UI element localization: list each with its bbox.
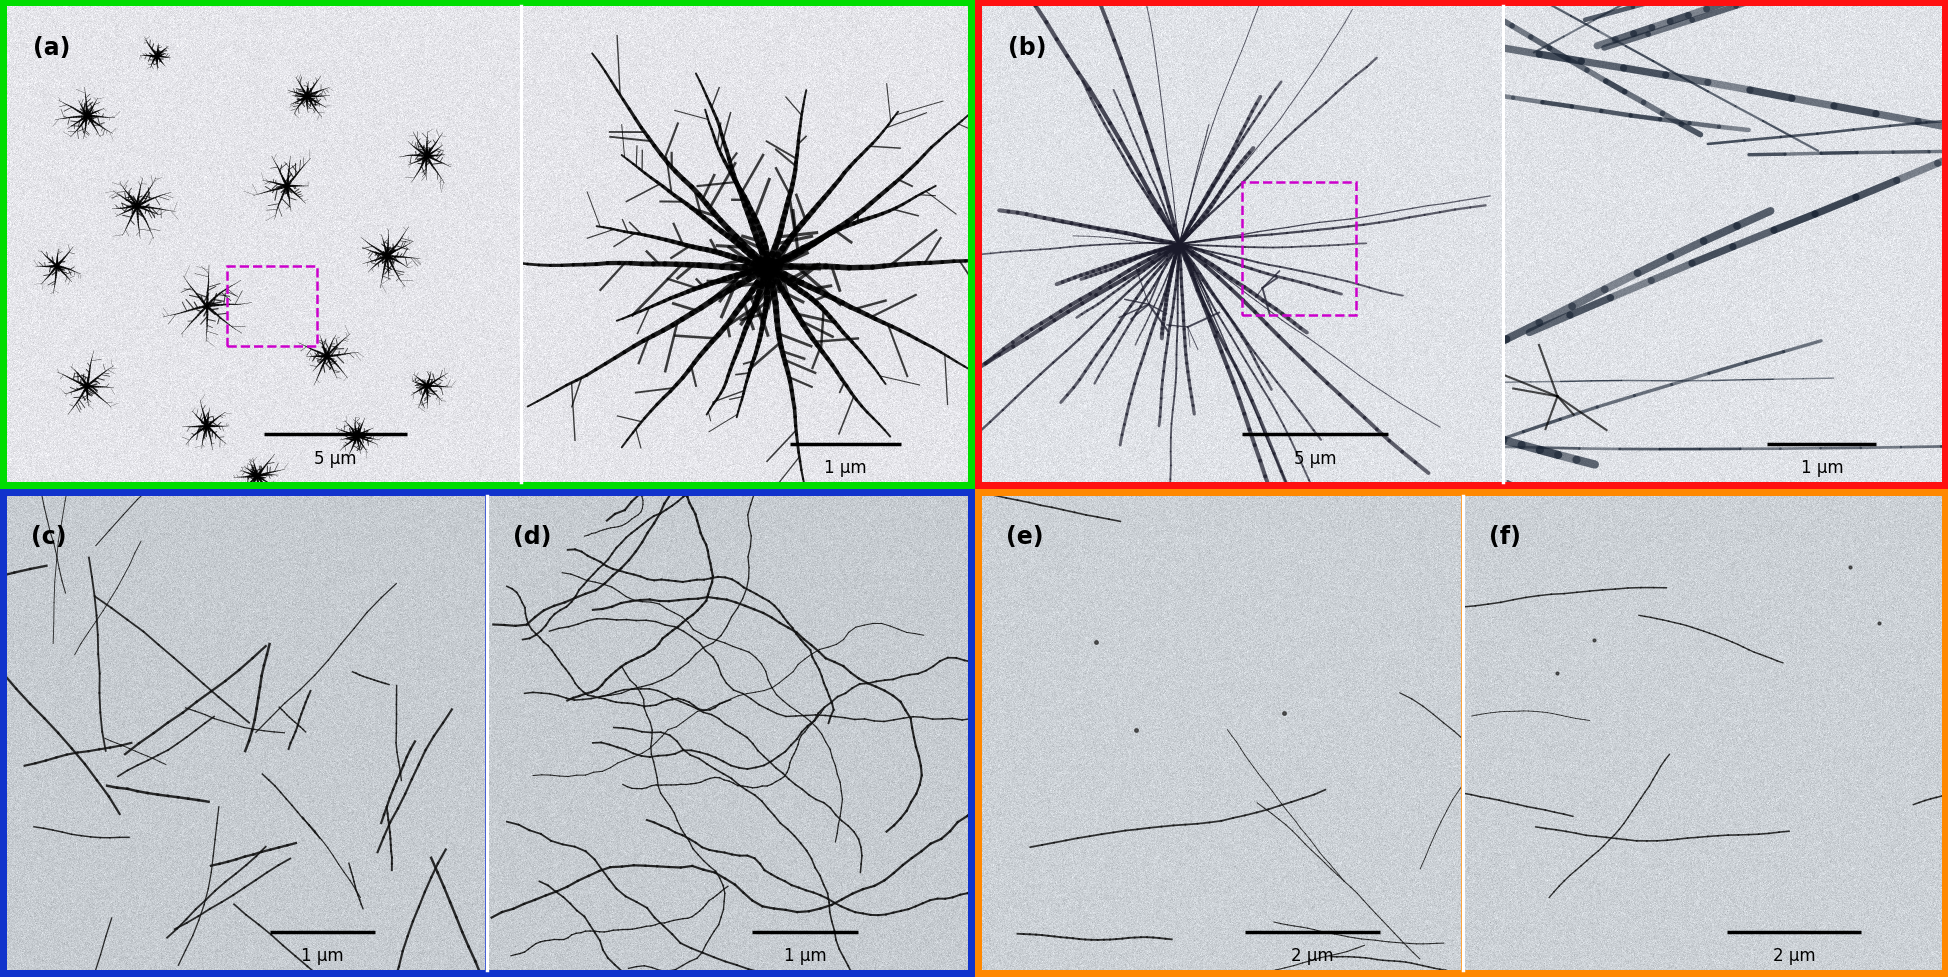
Bar	[0, 0, 974, 489]
Bar	[1241, 183, 1356, 317]
Text: 5 μm: 5 μm	[1293, 449, 1336, 467]
Bar	[0, 489, 974, 977]
Text: (a): (a)	[33, 35, 70, 60]
Text: (d): (d)	[512, 525, 551, 549]
Bar	[974, 0, 1948, 489]
Text: 5 μm: 5 μm	[314, 449, 356, 467]
Text: (b): (b)	[1007, 35, 1046, 60]
Bar	[226, 267, 318, 347]
Text: (c): (c)	[31, 525, 66, 549]
Text: (e): (e)	[1005, 525, 1042, 549]
Text: 1 μm: 1 μm	[824, 459, 867, 477]
Bar	[974, 489, 1948, 977]
Text: 2 μm: 2 μm	[1290, 947, 1332, 964]
Text: (f): (f)	[1488, 525, 1519, 549]
Text: 1 μm: 1 μm	[302, 947, 343, 964]
Text: 1 μm: 1 μm	[1800, 459, 1843, 477]
Text: 2 μm: 2 μm	[1773, 947, 1814, 964]
Text: 1 μm: 1 μm	[783, 947, 826, 964]
